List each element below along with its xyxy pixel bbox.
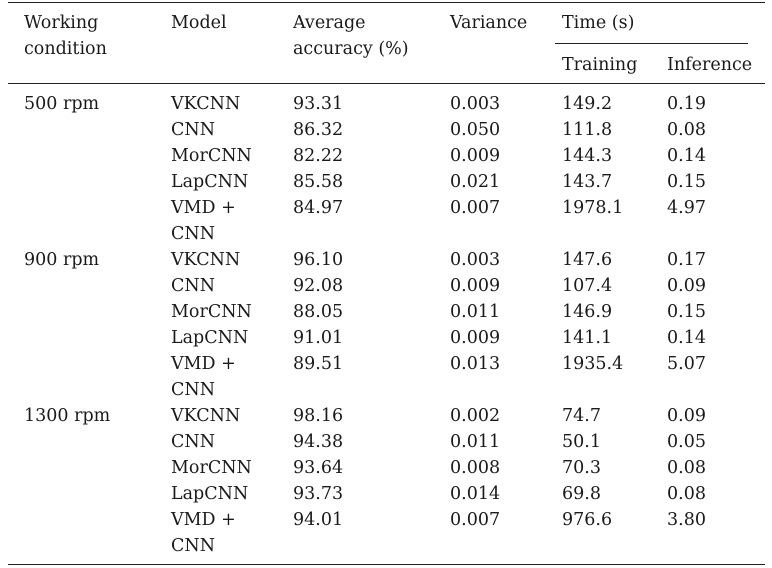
training-time-cell: 70.3 <box>562 458 601 478</box>
model-cell: CNN <box>171 120 216 140</box>
header-working-condition-line1: Working <box>24 13 99 33</box>
accuracy-cell: 88.05 <box>293 302 344 322</box>
training-time-cell: 1935.4 <box>562 354 624 374</box>
model-cell: CNN <box>171 224 216 244</box>
model-cell: MorCNN <box>171 146 252 166</box>
header-average-accuracy: Average accuracy (%) <box>293 10 409 62</box>
training-time-cell: 143.7 <box>562 172 613 192</box>
inference-time-cell: 3.80 <box>667 510 706 530</box>
model-cell: LapCNN <box>171 172 249 192</box>
variance-cell: 0.008 <box>450 458 501 478</box>
training-time-cell: 107.4 <box>562 276 613 296</box>
header-time: Time (s) <box>562 13 635 33</box>
accuracy-cell: 96.10 <box>293 250 344 270</box>
variance-cell: 0.007 <box>450 510 501 530</box>
inference-time-cell: 0.08 <box>667 458 706 478</box>
header-working-condition: Working condition <box>24 10 107 62</box>
bottom-rule <box>8 564 765 565</box>
accuracy-cell: 94.01 <box>293 510 344 530</box>
results-table: Working condition Model Average accuracy… <box>8 0 765 568</box>
training-time-cell: 147.6 <box>562 250 613 270</box>
top-rule <box>8 2 765 3</box>
inference-time-cell: 0.09 <box>667 276 706 296</box>
training-time-cell: 141.1 <box>562 328 613 348</box>
variance-cell: 0.011 <box>450 302 501 322</box>
variance-cell: 0.009 <box>450 328 501 348</box>
variance-cell: 0.013 <box>450 354 501 374</box>
inference-time-cell: 0.08 <box>667 484 706 504</box>
model-cell: MorCNN <box>171 458 252 478</box>
variance-cell: 0.007 <box>450 198 501 218</box>
inference-time-cell: 4.97 <box>667 198 706 218</box>
header-average-accuracy-line2: accuracy (%) <box>293 39 409 59</box>
inference-time-cell: 0.14 <box>667 146 706 166</box>
training-time-cell: 976.6 <box>562 510 613 530</box>
header-variance: Variance <box>450 13 528 33</box>
training-time-cell: 149.2 <box>562 94 613 114</box>
accuracy-cell: 86.32 <box>293 120 344 140</box>
inference-time-cell: 0.09 <box>667 406 706 426</box>
inference-time-cell: 0.15 <box>667 172 706 192</box>
variance-cell: 0.011 <box>450 432 501 452</box>
model-cell: VMD + <box>171 354 236 374</box>
accuracy-cell: 93.31 <box>293 94 344 114</box>
model-cell: CNN <box>171 432 216 452</box>
variance-cell: 0.009 <box>450 146 501 166</box>
model-cell: VMD + <box>171 198 236 218</box>
variance-cell: 0.002 <box>450 406 501 426</box>
training-time-cell: 144.3 <box>562 146 613 166</box>
working-condition-cell: 900 rpm <box>24 250 100 270</box>
accuracy-cell: 93.64 <box>293 458 344 478</box>
time-group-rule <box>555 43 748 44</box>
accuracy-cell: 85.58 <box>293 172 344 192</box>
model-cell: VKCNN <box>171 406 241 426</box>
accuracy-cell: 93.73 <box>293 484 344 504</box>
accuracy-cell: 98.16 <box>293 406 344 426</box>
model-cell: LapCNN <box>171 484 249 504</box>
working-condition-cell: 1300 rpm <box>24 406 111 426</box>
accuracy-cell: 92.08 <box>293 276 344 296</box>
training-time-cell: 146.9 <box>562 302 613 322</box>
model-cell: CNN <box>171 536 216 556</box>
header-average-accuracy-line1: Average <box>293 13 366 33</box>
model-cell: LapCNN <box>171 328 249 348</box>
model-cell: VKCNN <box>171 250 241 270</box>
header-inference: Inference <box>667 55 753 75</box>
training-time-cell: 1978.1 <box>562 198 624 218</box>
header-model: Model <box>171 13 227 33</box>
working-condition-cell: 500 rpm <box>24 94 100 114</box>
variance-cell: 0.050 <box>450 120 501 140</box>
header-bottom-rule <box>8 83 765 84</box>
inference-time-cell: 0.05 <box>667 432 706 452</box>
accuracy-cell: 94.38 <box>293 432 344 452</box>
accuracy-cell: 84.97 <box>293 198 344 218</box>
model-cell: MorCNN <box>171 302 252 322</box>
variance-cell: 0.009 <box>450 276 501 296</box>
accuracy-cell: 89.51 <box>293 354 344 374</box>
model-cell: VMD + <box>171 510 236 530</box>
model-cell: VKCNN <box>171 94 241 114</box>
model-cell: CNN <box>171 276 216 296</box>
accuracy-cell: 91.01 <box>293 328 344 348</box>
header-training: Training <box>562 55 638 75</box>
training-time-cell: 69.8 <box>562 484 601 504</box>
inference-time-cell: 0.14 <box>667 328 706 348</box>
training-time-cell: 111.8 <box>562 120 613 140</box>
training-time-cell: 50.1 <box>562 432 601 452</box>
variance-cell: 0.003 <box>450 94 501 114</box>
variance-cell: 0.021 <box>450 172 501 192</box>
variance-cell: 0.014 <box>450 484 501 504</box>
model-cell: CNN <box>171 380 216 400</box>
inference-time-cell: 5.07 <box>667 354 706 374</box>
inference-time-cell: 0.15 <box>667 302 706 322</box>
variance-cell: 0.003 <box>450 250 501 270</box>
inference-time-cell: 0.19 <box>667 94 706 114</box>
training-time-cell: 74.7 <box>562 406 601 426</box>
accuracy-cell: 82.22 <box>293 146 344 166</box>
inference-time-cell: 0.08 <box>667 120 706 140</box>
header-working-condition-line2: condition <box>24 39 107 59</box>
inference-time-cell: 0.17 <box>667 250 706 270</box>
